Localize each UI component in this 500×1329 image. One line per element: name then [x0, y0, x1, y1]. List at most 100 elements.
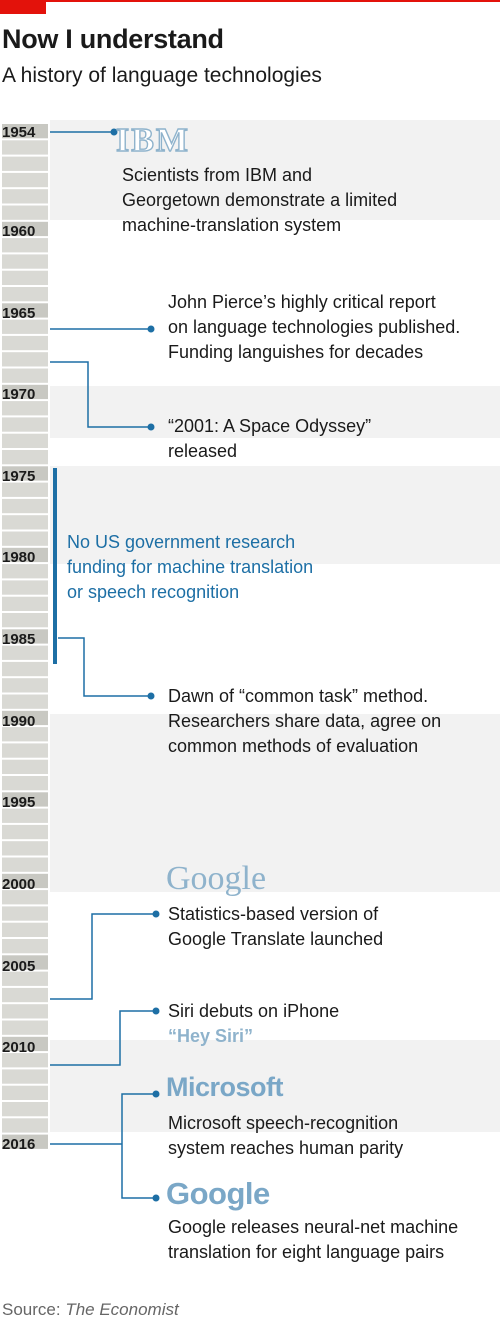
year-tick [2, 678, 48, 693]
year-tick [2, 1020, 48, 1035]
year-tick [2, 873, 48, 889]
year-tick [2, 254, 48, 269]
year-tick [2, 955, 48, 970]
event-line: released [168, 441, 238, 461]
year-tick [2, 629, 48, 644]
google-old-logo: Google [166, 860, 267, 897]
event-line: John Pierce’s highly critical report [168, 292, 436, 312]
source-name: The Economist [65, 1300, 179, 1319]
microsoft-logo: Microsoft [166, 1072, 284, 1102]
year-tick [2, 1085, 48, 1100]
dot-2011 [152, 1007, 160, 1015]
year-tick [2, 221, 48, 237]
year-tick [2, 270, 48, 285]
year-tick [2, 661, 48, 677]
band-1990 [50, 714, 500, 892]
year-tick [2, 156, 48, 171]
event-line: on language technologies published. [168, 317, 461, 337]
year-tick [2, 987, 48, 1003]
year-tick [2, 172, 48, 188]
connector-1968 [50, 361, 150, 428]
year-tick [2, 140, 48, 155]
year-tick [2, 645, 48, 660]
event-line: Dawn of “common task” method. [168, 686, 429, 706]
year-tick [2, 1036, 48, 1052]
event-2016-google: Google releases neural-net machine trans… [168, 1215, 458, 1265]
year-tick [2, 808, 48, 823]
year-label-1965: 1965 [2, 305, 36, 322]
year-label-1985: 1985 [2, 631, 36, 648]
event-1954: Scientists from IBM and Georgetown demon… [122, 163, 397, 238]
year-tick [2, 939, 48, 954]
year-tick [2, 515, 48, 530]
year-label-2000: 2000 [2, 876, 36, 893]
year-tick [2, 319, 48, 334]
event-2006: Statistics-based version of Google Trans… [168, 902, 383, 952]
year-tick [2, 841, 48, 856]
year-tick [2, 710, 48, 726]
year-tick [2, 417, 48, 432]
year-label-1970: 1970 [2, 386, 36, 403]
connector-2006 [50, 913, 155, 1000]
year-label-2005: 2005 [2, 958, 36, 975]
event-1968: “2001: A Space Odyssey” released [168, 414, 371, 464]
event-1966: John Pierce’s highly critical report on … [168, 290, 460, 365]
event-line: Statistics-based version of [168, 904, 379, 924]
dot-1966 [147, 325, 155, 333]
band-1970 [50, 386, 500, 438]
year-tick [2, 596, 48, 611]
year-tick [2, 564, 48, 579]
year-tick [2, 1004, 48, 1019]
funding-gap-bar [53, 468, 57, 664]
year-tick [2, 287, 48, 302]
event-2011: Siri debuts on iPhone [168, 999, 339, 1024]
dot-1968 [147, 423, 155, 431]
connector-2016 [50, 1093, 155, 1199]
year-tick [2, 547, 48, 563]
year-tick [2, 759, 48, 774]
band-1975 [50, 466, 500, 564]
year-tick [2, 335, 48, 351]
year-tick [2, 238, 48, 253]
source-label: Source: [2, 1300, 66, 1319]
year-label-1990: 1990 [2, 713, 36, 730]
year-tick [2, 792, 48, 807]
year-tick [2, 727, 48, 742]
event-line: “2001: A Space Odyssey” [168, 416, 372, 436]
event-line: translation for eight language pairs [168, 1242, 445, 1262]
year-tick [2, 1102, 48, 1117]
dot-2016-ms [152, 1090, 160, 1098]
event-line: Google Translate launched [168, 929, 384, 949]
source-note: Source: The Economist [2, 1300, 179, 1320]
chart-title: Now I understand [2, 24, 224, 54]
event-line: Georgetown demonstrate a limited [122, 190, 398, 210]
year-tick [2, 580, 48, 595]
year-tick [2, 303, 48, 318]
year-tick [2, 824, 48, 840]
google-new-logo: Google [166, 1176, 270, 1211]
year-tick [2, 857, 48, 872]
year-tick [2, 189, 48, 204]
year-tick [2, 124, 48, 139]
year-tick [2, 498, 48, 514]
event-line: machine-translation system [122, 215, 342, 235]
event-line: Google releases neural-net machine [168, 1217, 459, 1237]
chart-subtitle: A history of language technologies [2, 64, 322, 87]
year-label-2016: 2016 [2, 1136, 36, 1153]
note-line: or speech recognition [67, 582, 240, 602]
top-rule [0, 0, 500, 2]
year-tick [2, 205, 48, 220]
dot-1954 [110, 128, 118, 136]
year-tick [2, 906, 48, 921]
event-line: Microsoft speech-recognition [168, 1113, 399, 1133]
year-tick [2, 352, 48, 367]
year-tick [2, 368, 48, 383]
year-label-1960: 1960 [2, 223, 36, 240]
year-tick [2, 1069, 48, 1084]
event-line: Scientists from IBM and [122, 165, 313, 185]
event-line: Siri debuts on iPhone [168, 1001, 340, 1021]
event-line: common methods of evaluation [168, 736, 419, 756]
event-2016-microsoft: Microsoft speech-recognition system reac… [168, 1111, 403, 1161]
